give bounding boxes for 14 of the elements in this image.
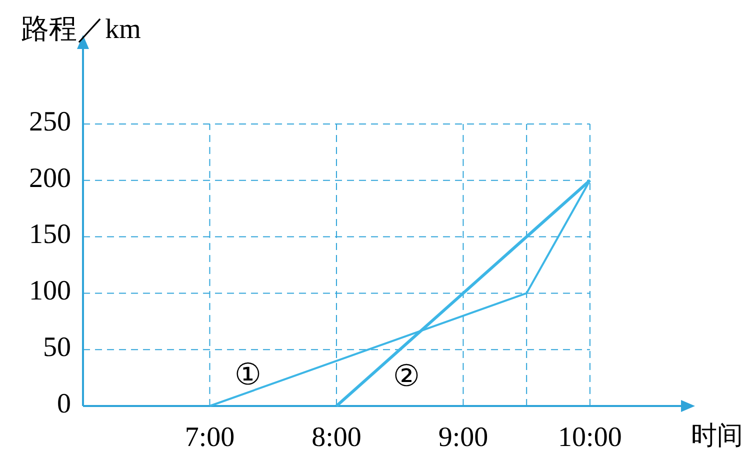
x-tick-label: 10:00 <box>558 422 622 453</box>
series-label: ② <box>392 360 420 393</box>
y-tick-label: 200 <box>29 162 71 194</box>
x-tick-label: 7:00 <box>184 422 235 453</box>
y-tick-label: 100 <box>29 276 71 307</box>
x-axis-title: 时间 <box>691 421 743 450</box>
series-label: ① <box>234 358 262 392</box>
x-tick-label: 9:00 <box>438 422 488 453</box>
y-tick-label: 0 <box>57 388 71 420</box>
y-axis-title: 路程／km <box>21 14 142 45</box>
y-tick-label: 50 <box>43 332 71 364</box>
x-tick-label: 8:00 <box>312 422 362 453</box>
y-tick-label: 150 <box>29 219 71 250</box>
y-tick-label: 250 <box>29 106 71 138</box>
